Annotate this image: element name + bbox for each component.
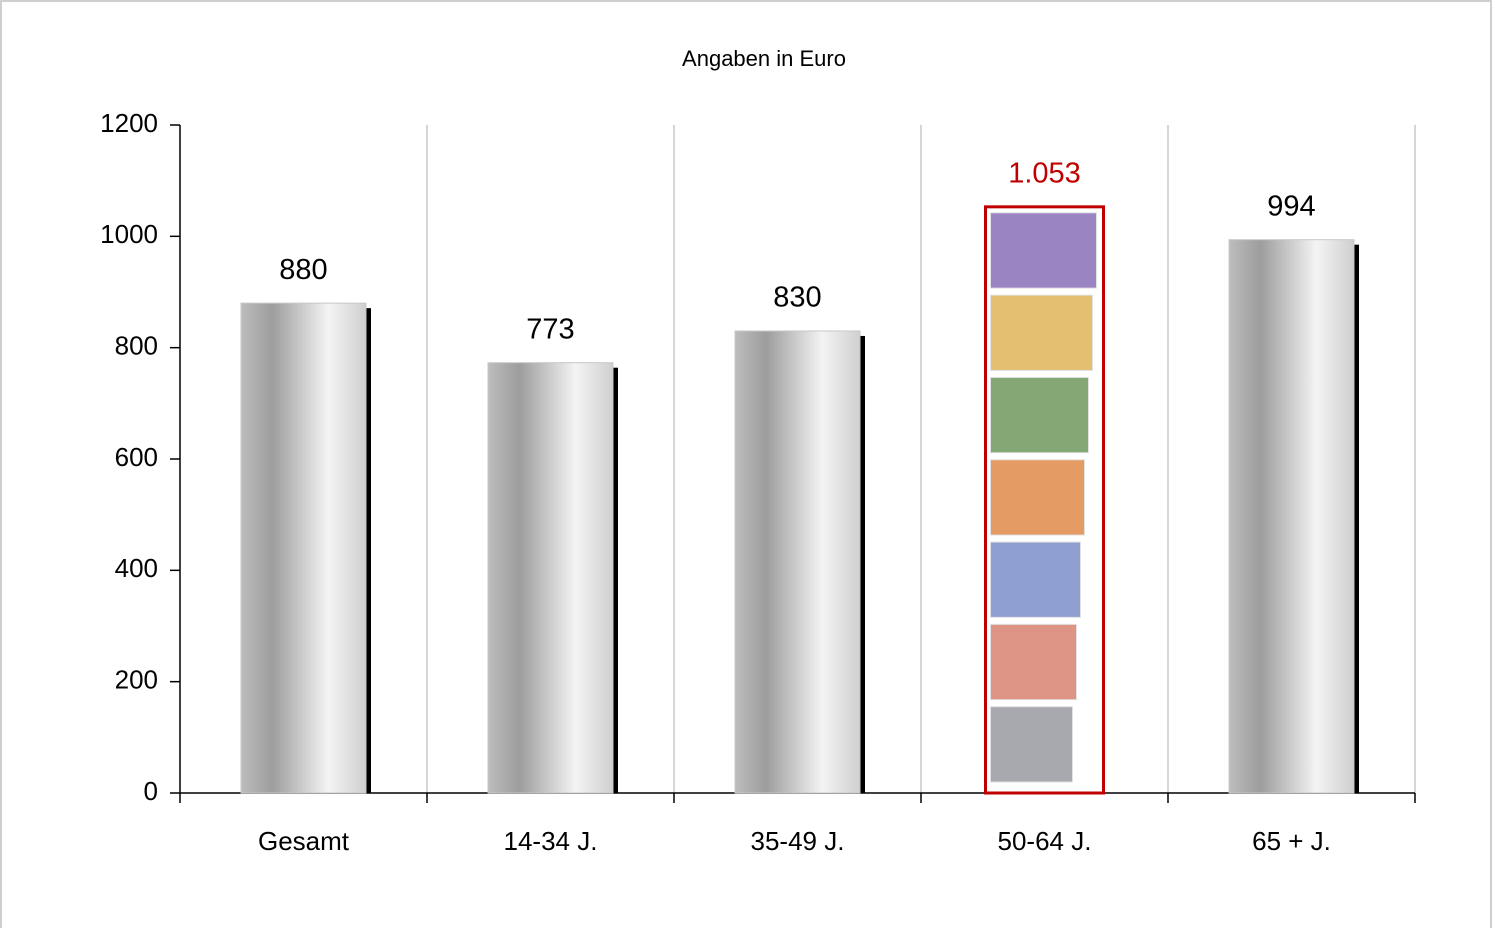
bar [735,331,860,793]
x-tick-label: 50-64 J. [998,826,1092,856]
y-tick-label: 600 [115,442,158,472]
value-label: 880 [279,254,327,286]
bar [1229,240,1354,793]
value-label: 773 [526,313,574,345]
value-label: 830 [773,282,821,314]
y-tick-label: 200 [115,665,158,695]
value-label: 1.053 [1008,157,1081,189]
bar [241,303,366,793]
banknote [991,707,1073,782]
banknote [991,624,1077,699]
y-tick-label: 0 [144,776,158,806]
x-tick-label: Gesamt [258,826,350,856]
banknote [991,542,1081,617]
banknote [991,460,1085,535]
value-label: 994 [1267,190,1315,222]
x-tick-label: 14-34 J. [504,826,598,856]
x-tick-label: 65 + J. [1252,826,1331,856]
chart-title: Angaben in Euro [682,46,846,71]
y-tick-label: 800 [115,331,158,361]
y-tick-label: 1200 [100,108,158,138]
banknote [991,377,1089,452]
page: Angaben in Euro 0 200 400 600 800 1000 1200 Ges… [0,0,1492,928]
banknote [991,213,1097,288]
chart: Angaben in Euro 0 200 400 600 800 1000 1200 Ges… [0,0,1492,928]
bar [488,363,613,793]
banknote [991,295,1093,370]
y-tick-label: 400 [115,553,158,583]
x-tick-label: 35-49 J. [751,826,845,856]
y-tick-label: 1000 [100,219,158,249]
